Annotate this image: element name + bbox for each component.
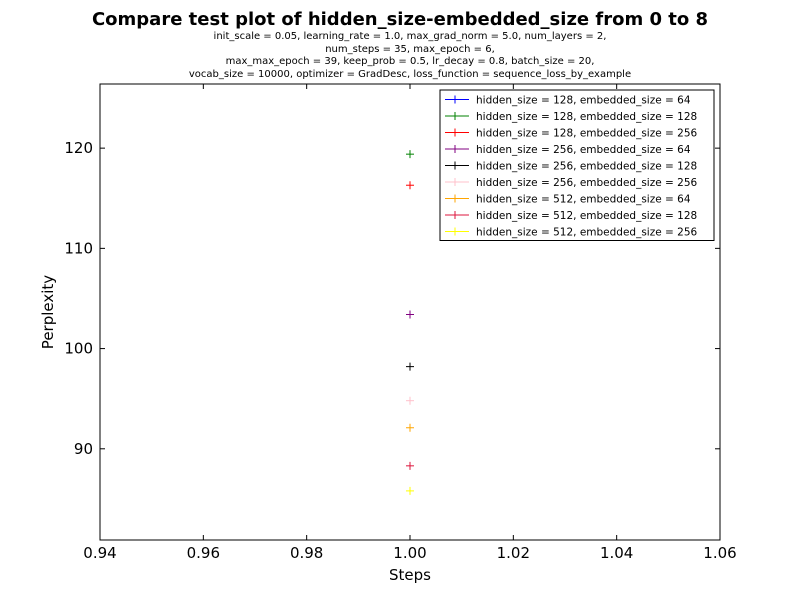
- legend-label: hidden_size = 512, embedded_size = 256: [476, 227, 698, 239]
- x-tick-label: 0.94: [83, 544, 116, 562]
- y-axis-label: Perplexity: [39, 275, 57, 349]
- legend-item: hidden_size = 128, embedded_size = 64: [445, 95, 691, 107]
- x-tick-label: 0.96: [187, 544, 220, 562]
- legend-label: hidden_size = 512, embedded_size = 128: [476, 210, 697, 222]
- legend-label: hidden_size = 256, embedded_size = 128: [476, 161, 697, 173]
- legend-label: hidden_size = 512, embedded_size = 64: [476, 194, 691, 206]
- data-point: [406, 486, 414, 495]
- x-tick-label: 1.04: [600, 544, 633, 562]
- subtitle-line: num_steps = 35, max_epoch = 6,: [325, 43, 495, 55]
- data-point: [406, 181, 414, 190]
- chart-subtitle: init_scale = 0.05, learning_rate = 1.0, …: [0, 31, 800, 81]
- x-tick-label: 0.98: [290, 544, 323, 562]
- data-point: [406, 423, 414, 432]
- data-point: [406, 461, 414, 470]
- legend-item: hidden_size = 128, embedded_size = 256: [445, 128, 698, 140]
- axes-layer: 0.94 0.96 0.98 1.00 1.02 1.04 1.06 90 100 110 120: [64, 83, 737, 562]
- data-point: [406, 396, 414, 405]
- legend-label: hidden_size = 256, embedded_size = 256: [476, 177, 698, 189]
- x-tick-label: 1.00: [393, 544, 426, 562]
- legend-label: hidden_size = 128, embedded_size = 128: [476, 111, 697, 123]
- legend-item: hidden_size = 128, embedded_size = 128: [445, 111, 697, 123]
- data-layer: [406, 150, 414, 495]
- legend-item: hidden_size = 256, embedded_size = 128: [445, 161, 697, 173]
- data-point: [406, 150, 414, 159]
- y-tick-label: 90: [74, 440, 93, 458]
- x-tick-label: 1.06: [703, 544, 736, 562]
- data-point: [406, 310, 414, 319]
- chart-title: Compare test plot of hidden_size-embedde…: [91, 9, 709, 30]
- subtitle-line: vocab_size = 10000, optimizer = GradDesc…: [188, 68, 632, 80]
- x-tick-label: 1.02: [497, 544, 530, 562]
- legend-item: hidden_size = 512, embedded_size = 128: [445, 210, 697, 222]
- y-tick-label: 120: [64, 139, 93, 157]
- legend-item: hidden_size = 256, embedded_size = 64: [445, 144, 691, 156]
- data-point: [406, 362, 414, 371]
- legend-item: hidden_size = 512, embedded_size = 256: [445, 227, 698, 239]
- legend-item: hidden_size = 256, embedded_size = 256: [445, 177, 698, 189]
- legend-label: hidden_size = 128, embedded_size = 64: [476, 95, 691, 107]
- subtitle-line: init_scale = 0.05, learning_rate = 1.0, …: [213, 31, 607, 42]
- legend: hidden_size = 128, embedded_size = 64 hid…: [439, 89, 715, 241]
- legend-label: hidden_size = 128, embedded_size = 256: [476, 128, 698, 140]
- subtitle-line: max_max_epoch = 39, keep_prob = 0.5, lr_…: [225, 56, 595, 67]
- legend-item: hidden_size = 512, embedded_size = 64: [445, 194, 691, 206]
- y-tick-label: 110: [64, 239, 93, 257]
- y-tick-label: 100: [64, 340, 93, 358]
- legend-label: hidden_size = 256, embedded_size = 64: [476, 144, 691, 156]
- x-axis-label: Steps: [389, 566, 431, 584]
- legend-box: [439, 89, 715, 241]
